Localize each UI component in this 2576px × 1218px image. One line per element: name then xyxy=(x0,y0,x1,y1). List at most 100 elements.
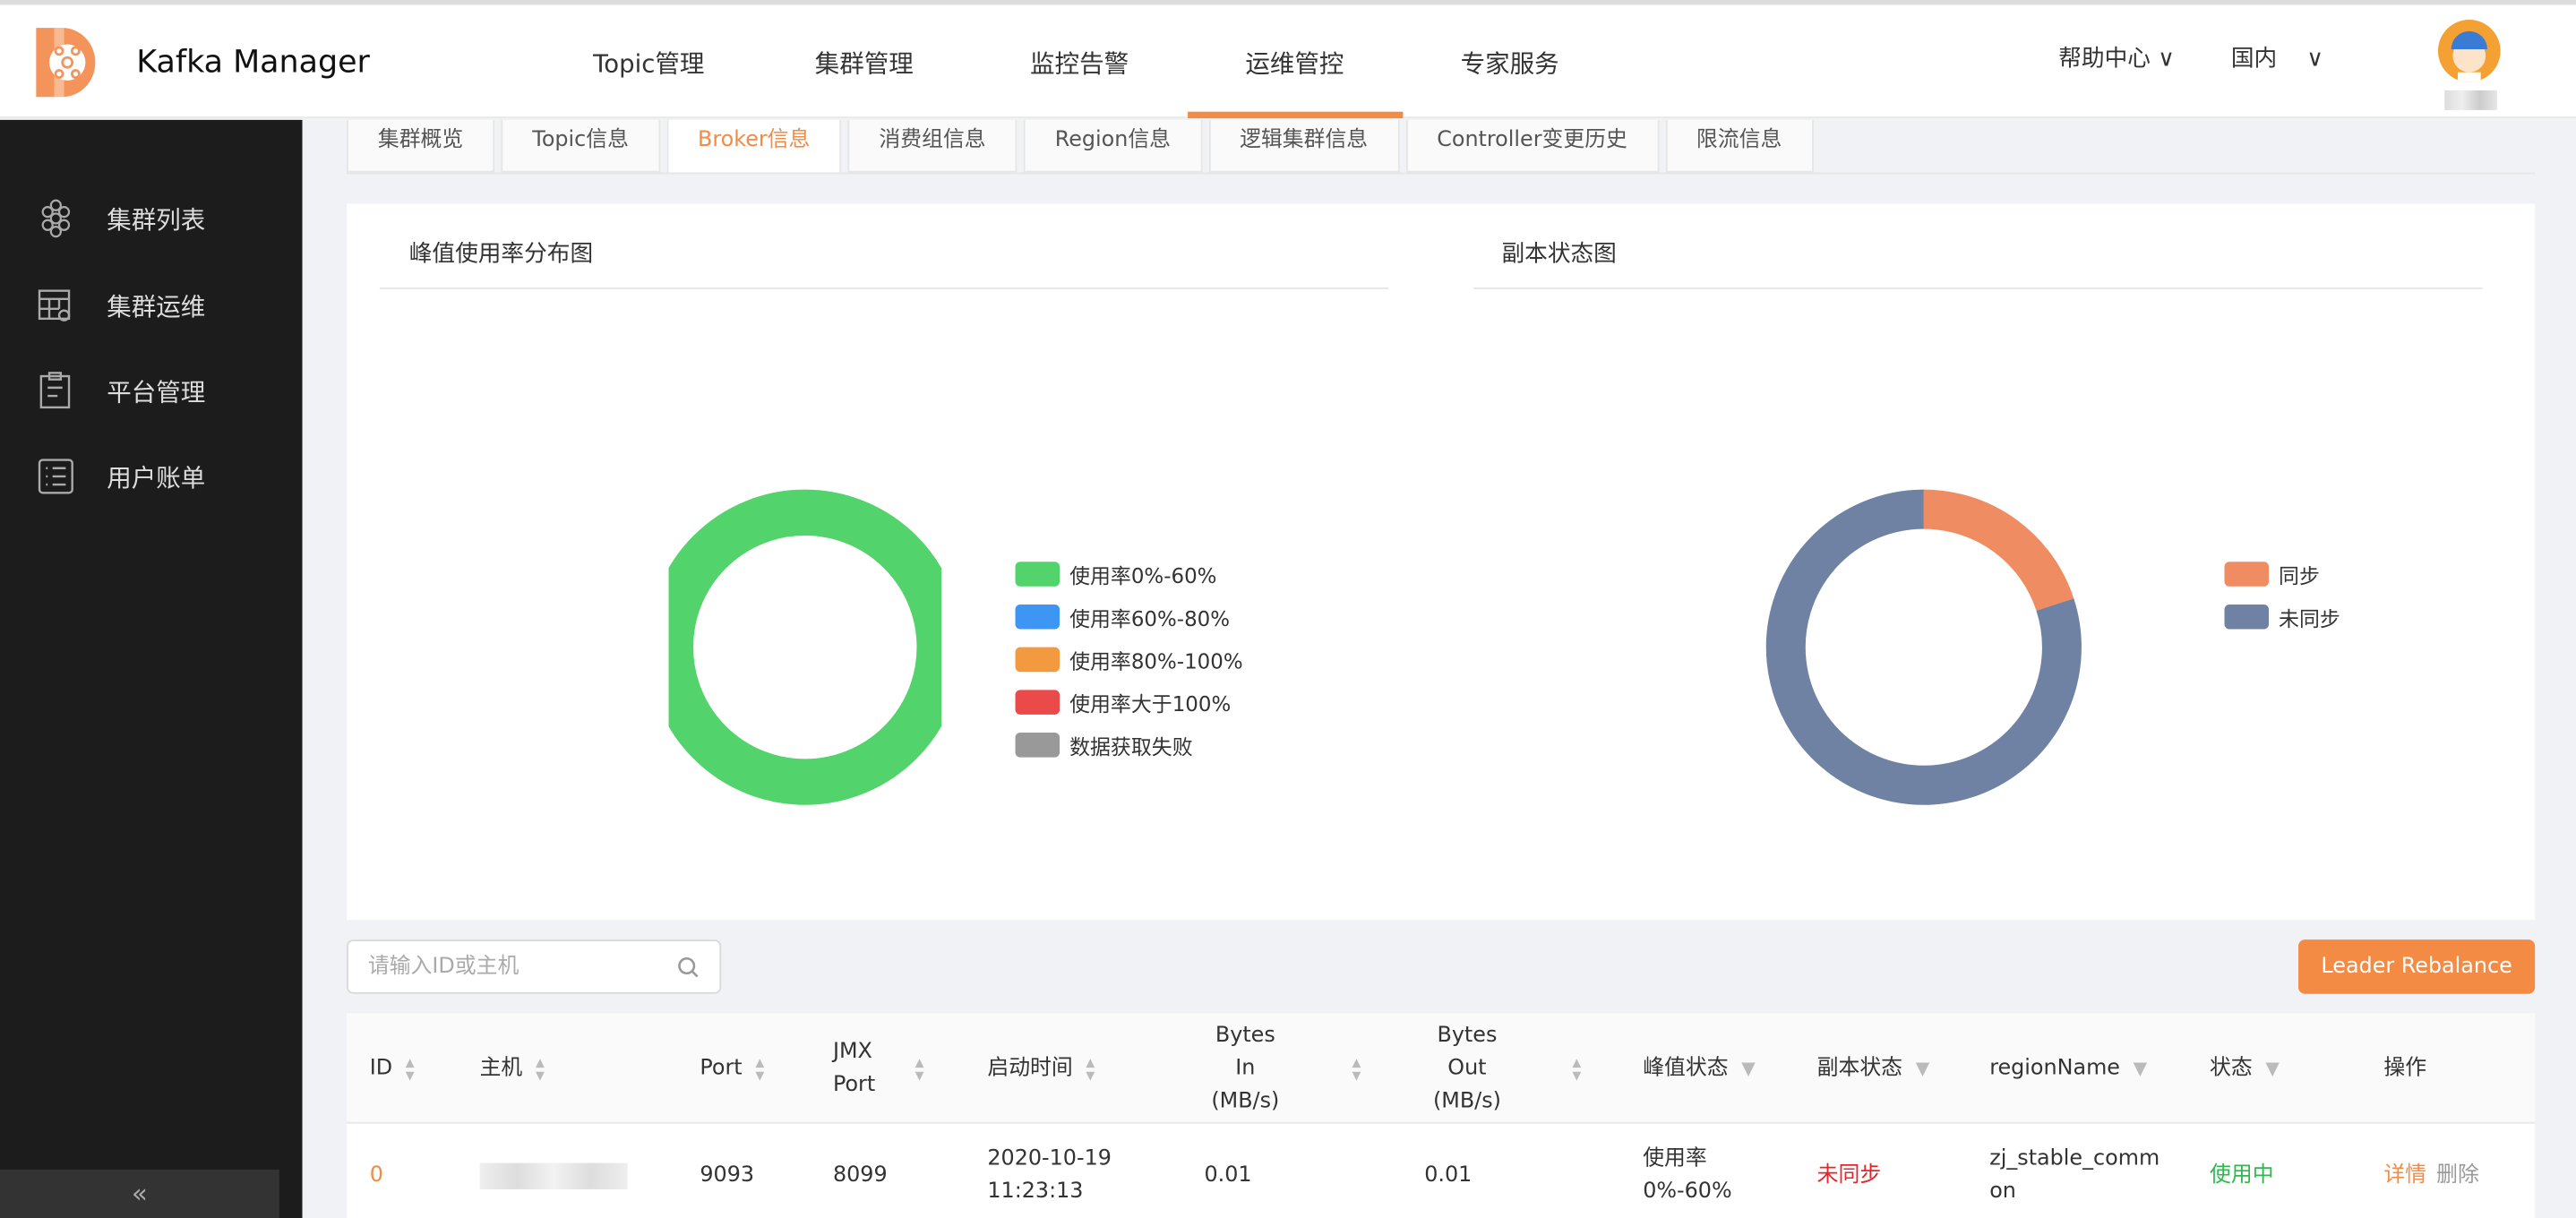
tab-topic[interactable]: Topic信息 xyxy=(501,119,660,173)
filter-icon[interactable]: ▼ xyxy=(2265,1057,2280,1079)
legend-item[interactable]: 同步 xyxy=(2224,552,2340,595)
peak-usage-donut-chart xyxy=(668,489,941,805)
col-start-time[interactable]: 启动时间 ▲ ▼ xyxy=(987,1014,1095,1124)
filter-icon[interactable]: ▼ xyxy=(2133,1057,2148,1079)
tab-region[interactable]: Region信息 xyxy=(1023,119,1202,173)
tab-throttle[interactable]: 限流信息 xyxy=(1665,119,1814,173)
cell-start-time: 2020-10-19 11:23:13 xyxy=(987,1146,1112,1205)
sort-icon[interactable]: ▲ ▼ xyxy=(535,1055,545,1082)
cell-replica-status: 未同步 xyxy=(1816,1162,1882,1188)
col-bytes-in[interactable]: Bytes In (MB/s) ▲ ▼ xyxy=(1204,1014,1375,1124)
col-label: regionName xyxy=(1989,1055,2120,1080)
nav-expert[interactable]: 专家服务 xyxy=(1460,49,1559,80)
replica-status-legend: 同步 未同步 xyxy=(2224,552,2340,638)
cell-id[interactable]: 0 xyxy=(369,1162,383,1188)
table-header: ID ▲ ▼ 主机 ▲ ▼ Port ▲ ▼ JMX Port ▲ ▼ 启动时间 ▲ ▼ Bytes… xyxy=(347,1013,2536,1124)
cell-region-name: zj_stable_common xyxy=(1989,1146,2160,1205)
sidebar-item-cluster-ops[interactable]: 集群运维 xyxy=(36,286,205,325)
nav-topic[interactable]: Topic管理 xyxy=(593,49,705,80)
search-icon[interactable] xyxy=(677,956,700,980)
legend-swatch xyxy=(1015,604,1060,629)
sidebar-item-label: 集群运维 xyxy=(107,291,206,322)
nav-monitor[interactable]: 监控告警 xyxy=(1030,49,1129,80)
col-status[interactable]: 状态 ▼ xyxy=(2210,1014,2280,1124)
sort-icon[interactable]: ▲ ▼ xyxy=(755,1055,765,1082)
nav-ops[interactable]: 运维管控 xyxy=(1245,49,1344,80)
sort-icon[interactable]: ▲ ▼ xyxy=(1572,1055,1582,1082)
sidebar-item-cluster-list[interactable]: 集群列表 xyxy=(36,199,205,238)
legend-item[interactable]: 未同步 xyxy=(2224,595,2340,638)
sort-icon[interactable]: ▲ ▼ xyxy=(914,1055,924,1082)
col-id[interactable]: ID ▲ ▼ xyxy=(370,1014,415,1124)
divider xyxy=(379,287,1388,289)
filter-icon[interactable]: ▼ xyxy=(1741,1057,1756,1079)
chart-title-replica: 副本状态图 xyxy=(1501,241,1617,268)
legend-swatch xyxy=(2224,561,2270,586)
charts-card: 峰值使用率分布图 副本状态图 使用率0%-60% 使用率60%-80% 使用率80%… xyxy=(347,203,2536,921)
avatar[interactable] xyxy=(2437,20,2501,82)
col-port[interactable]: Port ▲ ▼ xyxy=(700,1014,764,1124)
col-jmx-port[interactable]: JMX Port ▲ ▼ xyxy=(833,1014,924,1124)
cell-actions: 详情 删除 xyxy=(2383,1124,2478,1218)
legend-item[interactable]: 使用率60%-80% xyxy=(1015,595,1243,638)
donut-slice-1[interactable] xyxy=(1765,489,2082,805)
kafka-logo-icon[interactable] xyxy=(33,25,102,100)
tab-controller-history[interactable]: Controller变更历史 xyxy=(1405,119,1659,173)
legend-label: 未同步 xyxy=(2279,605,2340,630)
sidebar-collapse-button[interactable]: « xyxy=(0,1169,279,1218)
delete-link[interactable]: 删除 xyxy=(2436,1162,2479,1188)
col-region-name[interactable]: regionName ▼ xyxy=(1989,1014,2147,1124)
legend-label: 同步 xyxy=(2279,562,2320,588)
cell-bytes-out: 0.01 xyxy=(1424,1162,1473,1188)
region-menu[interactable]: 国内 ∨ xyxy=(2231,41,2323,74)
tab-divider xyxy=(347,172,2536,175)
sidebar-item-label: 集群列表 xyxy=(107,204,206,235)
sidebar-item-billing[interactable]: 用户账单 xyxy=(36,457,205,496)
sort-icon[interactable]: ▲ ▼ xyxy=(405,1055,415,1082)
window-edge xyxy=(0,0,2576,5)
sidebar-item-platform[interactable]: 平台管理 xyxy=(36,372,205,411)
tab-broker[interactable]: Broker信息 xyxy=(666,119,842,175)
clipboard-icon xyxy=(39,372,71,409)
sort-icon[interactable]: ▲ ▼ xyxy=(1086,1055,1095,1082)
leader-rebalance-button[interactable]: Leader Rebalance xyxy=(2298,939,2536,994)
legend-item[interactable]: 使用率80%-100% xyxy=(1015,638,1243,681)
tab-overview[interactable]: 集群概览 xyxy=(347,119,495,173)
legend-item[interactable]: 使用率0%-60% xyxy=(1015,552,1243,595)
chevron-down-icon: ∨ xyxy=(2150,46,2175,73)
legend-label: 使用率0%-60% xyxy=(1069,562,1217,588)
legend-label: 数据获取失败 xyxy=(1069,733,1193,759)
help-center-menu[interactable]: 帮助中心 ∨ xyxy=(2058,41,2175,74)
sidebar: 集群列表 集群运维 平台管理 用户账单 « xyxy=(0,119,303,1218)
sort-icon[interactable]: ▲ ▼ xyxy=(1352,1055,1361,1082)
filter-icon[interactable]: ▼ xyxy=(1915,1057,1930,1079)
col-replica-status[interactable]: 副本状态 ▼ xyxy=(1817,1014,1930,1124)
donut-slice-0[interactable] xyxy=(668,489,941,805)
tab-logical-cluster[interactable]: 逻辑集群信息 xyxy=(1208,119,1400,173)
cell-bytes-in: 0.01 xyxy=(1204,1162,1252,1188)
tab-consumer-group[interactable]: 消费组信息 xyxy=(847,119,1018,173)
replica-status-donut-chart xyxy=(1765,489,2082,805)
search-input[interactable]: 请输入ID或主机 xyxy=(347,939,722,994)
legend-swatch xyxy=(1015,561,1060,586)
sidebar-item-label: 用户账单 xyxy=(107,462,206,493)
detail-link[interactable]: 详情 xyxy=(2383,1162,2427,1188)
col-label: 启动时间 xyxy=(987,1055,1073,1080)
donut-slice-0[interactable] xyxy=(1923,489,2074,612)
chart-title-peak: 峰值使用率分布图 xyxy=(408,241,594,268)
col-bytes-out[interactable]: Bytes Out (MB/s) ▲ ▼ xyxy=(1421,1014,1602,1124)
hexagon-cluster-icon xyxy=(41,199,71,238)
col-host[interactable]: 主机 ▲ ▼ xyxy=(480,1014,545,1124)
legend-item[interactable]: 使用率大于100% xyxy=(1015,680,1243,723)
legend-item[interactable]: 数据获取失败 xyxy=(1015,723,1243,766)
search-placeholder: 请输入ID或主机 xyxy=(367,954,519,980)
col-peak-status[interactable]: 峰值状态 ▼ xyxy=(1643,1014,1756,1124)
col-label: Bytes Out (MB/s) xyxy=(1432,1022,1501,1113)
col-label: Port xyxy=(700,1055,743,1080)
col-label: 峰值状态 xyxy=(1643,1055,1729,1080)
legend-swatch xyxy=(1015,689,1060,714)
col-actions: 操作 xyxy=(2383,1014,2426,1124)
help-label: 帮助中心 xyxy=(2058,46,2151,73)
legend-label: 使用率60%-80% xyxy=(1069,605,1231,630)
nav-cluster[interactable]: 集群管理 xyxy=(814,49,914,80)
